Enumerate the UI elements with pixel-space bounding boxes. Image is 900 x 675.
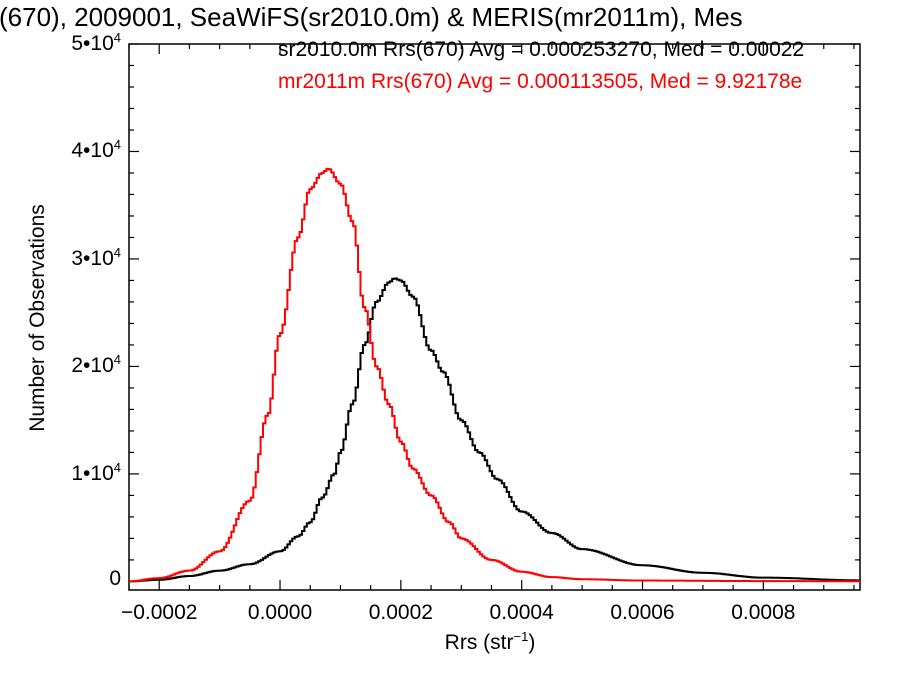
y-axis-label: Number of Observations [26,204,49,432]
chart-title: s(670), 2009001, SeaWiFS(sr2010.0m) & ME… [0,2,743,32]
x-tick-label: −0.0002 [120,601,198,624]
series-layer [129,167,860,583]
y-tick-label: 1•104 [71,459,121,485]
axis-ticks [128,43,860,590]
y-tick-label: 2•104 [71,352,121,378]
legend-entry-sr2010: sr2010.0m Rrs(670) Avg = 0.000253270, Me… [278,38,805,61]
legend-entry-mr2011: mr2011m Rrs(670) Avg = 0.000113505, Med … [278,70,803,93]
series-line-sr2010.0m [129,277,860,583]
plot-frame [128,43,861,591]
y-tick-label: 0 [109,567,121,591]
x-tick-label: 0.0004 [489,601,554,624]
x-tick-label: 0.0002 [368,601,433,624]
y-tick-label: 5•104 [71,30,121,55]
x-tick-label: 0.0008 [731,601,796,624]
series-line-mr2011m [129,167,860,583]
y-tick-label: 4•104 [71,137,121,163]
x-tick-label: 0.0000 [247,601,313,624]
x-axis-label: Rrs (str−1) [444,629,536,654]
x-tick-label: 0.0006 [610,601,675,624]
y-tick-label: 3•104 [71,244,121,270]
